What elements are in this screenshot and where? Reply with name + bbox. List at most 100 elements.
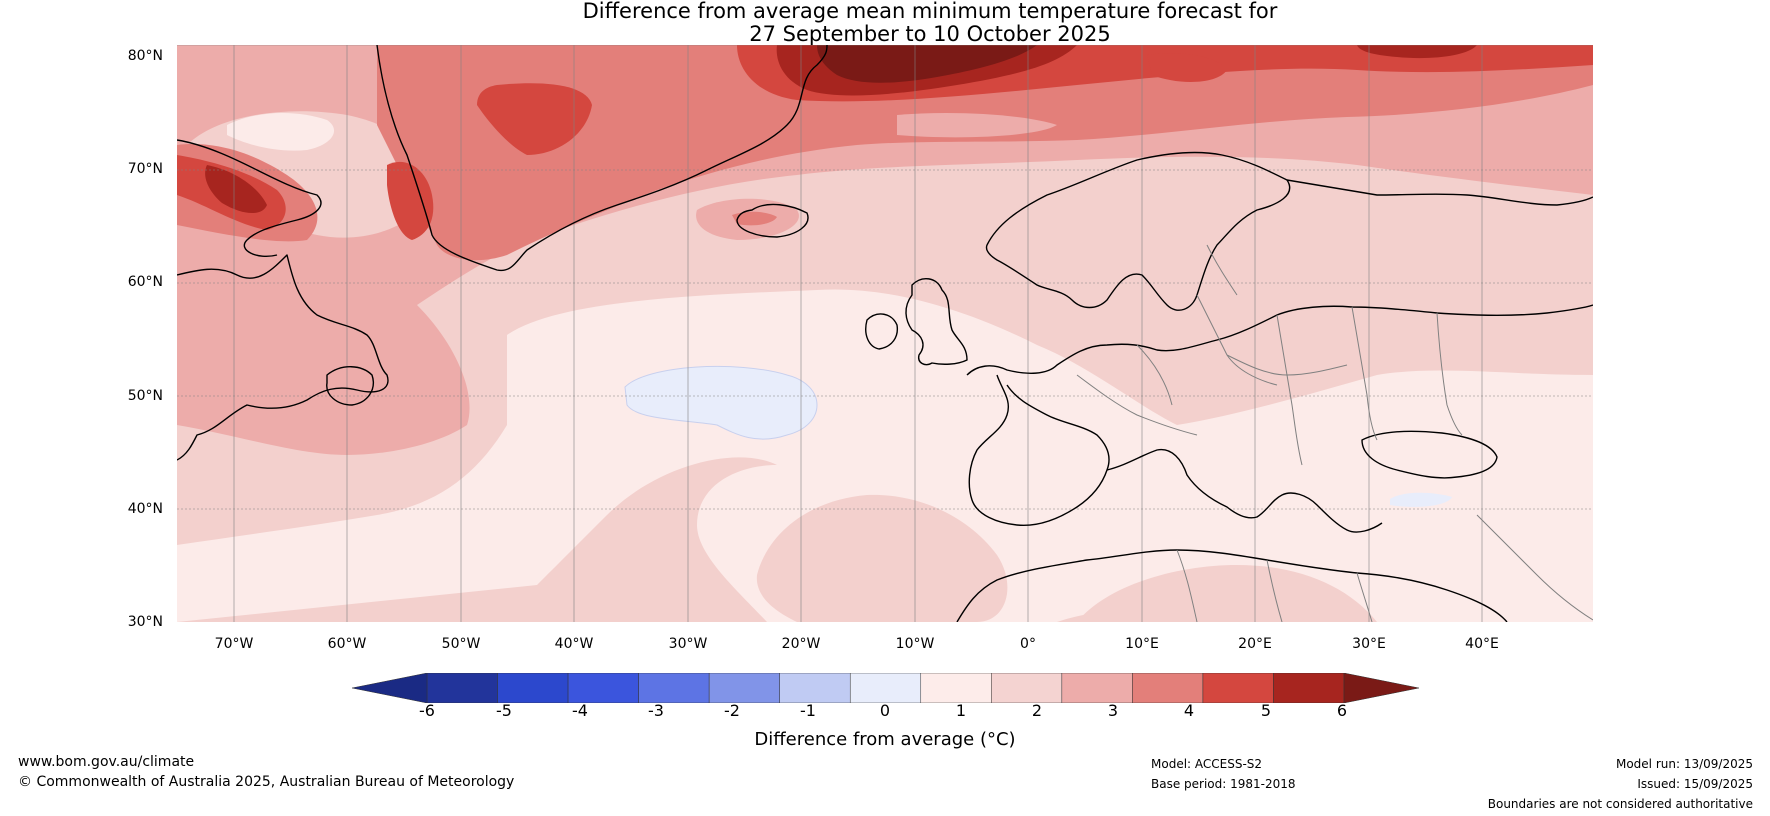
colorbar-segment	[920, 673, 992, 703]
coastline-labrador	[177, 254, 389, 461]
colorbar-tick-neg3: -3	[648, 701, 664, 720]
border-russia-ukraine	[1436, 312, 1463, 436]
footer-issued: Issued: 15/09/2025	[1637, 777, 1753, 791]
colorbar-tick-4: 4	[1183, 701, 1195, 720]
colorbar-tick-1: 1	[955, 701, 967, 720]
colorbar-segment	[1273, 673, 1345, 703]
border-poland	[1226, 354, 1348, 376]
coastline-black-sea	[1361, 430, 1498, 479]
map-title-line-2: 27 September to 10 October 2025	[749, 22, 1111, 46]
map-gridlines	[177, 45, 1593, 622]
coastline-scandinavia	[985, 151, 1291, 311]
colorbar-tick-3: 3	[1107, 701, 1119, 720]
colorbar-tick-0: 0	[879, 701, 891, 720]
colorbar-segment	[779, 673, 851, 703]
border-africa-2	[1266, 559, 1283, 622]
anomaly-zone-5-6-canada	[205, 165, 267, 214]
coastline-newfoundland	[326, 366, 374, 406]
colorbar-tick-5: 5	[1260, 701, 1272, 720]
lat-label-60n: 60°N	[127, 274, 163, 290]
anomaly-zone-3-4-iceland	[732, 211, 777, 226]
anomaly-zone-negative-caspian	[1390, 492, 1452, 507]
footer-model: Model: ACCESS-S2	[1151, 757, 1263, 771]
anomaly-zone-4-5-greenland-coast	[387, 161, 434, 240]
coastline-western-europe	[966, 304, 1593, 376]
colorbar-segment	[849, 673, 922, 703]
footer-disclaimer: Boundaries are not considered authoritat…	[1487, 797, 1753, 811]
colorbar-segments	[426, 673, 1345, 703]
colorbar-segment	[991, 673, 1063, 703]
coastline-british-isles	[905, 278, 968, 366]
lat-label-70n: 70°N	[127, 161, 163, 177]
colorbar-extend-high	[1343, 673, 1419, 703]
footer-copyright: © Commonwealth of Australia 2025, Austra…	[18, 774, 515, 790]
anomaly-map	[177, 45, 1593, 622]
anomaly-zone-above-6-arctic	[817, 45, 1037, 83]
lon-label-50w: 50°W	[441, 636, 481, 652]
colorbar-tick-neg2: -2	[724, 701, 740, 720]
border-middle-east	[1476, 514, 1593, 621]
coastline-ireland	[865, 313, 899, 350]
colorbar-tick-neg5: -5	[496, 701, 512, 720]
colorbar-segment	[708, 673, 780, 703]
lon-label-60w: 60°W	[327, 636, 367, 652]
lon-label-70w: 70°W	[214, 636, 254, 652]
colorbar-tick-6: 6	[1336, 701, 1348, 720]
colorbar-segment	[567, 673, 639, 703]
lat-label-80n: 80°N	[127, 48, 163, 64]
colorbar	[352, 673, 1419, 703]
lon-label-0: 0°	[1020, 636, 1036, 652]
colorbar-segment	[638, 673, 710, 703]
colorbar-label: Difference from average (°C)	[754, 729, 1016, 750]
lon-label-40e: 40°E	[1465, 636, 1499, 652]
coastlines	[177, 45, 1593, 622]
lon-label-30w: 30°W	[668, 636, 708, 652]
lat-label-30n: 30°N	[127, 614, 163, 630]
colorbar-tick-2: 2	[1031, 701, 1043, 720]
footer-base-period: Base period: 1981-2018	[1151, 777, 1296, 791]
country-borders	[1076, 244, 1593, 622]
border-eastern-europe-2	[1351, 306, 1378, 441]
lon-label-10w: 10°W	[895, 636, 935, 652]
coastline-arctic-coast	[1286, 179, 1593, 206]
anomaly-zone-1-2-iberia	[756, 494, 1008, 622]
anomaly-zone-5-6-arctic-east	[1357, 45, 1477, 59]
anomaly-map-canvas	[177, 45, 1593, 622]
lat-label-50n: 50°N	[127, 388, 163, 404]
colorbar-segment	[497, 673, 569, 703]
border-sweden-finland	[1206, 244, 1238, 296]
footer-website: www.bom.gov.au/climate	[18, 754, 195, 770]
border-central-europe-2	[1076, 374, 1198, 436]
coastline-north-africa	[956, 549, 1508, 622]
lon-label-20e: 20°E	[1238, 636, 1272, 652]
lon-label-40w: 40°W	[554, 636, 594, 652]
colorbar-tick-neg6: -6	[419, 701, 435, 720]
footer-model-run: Model run: 13/09/2025	[1615, 757, 1753, 771]
anomaly-zone-4-5-greenland-sea	[477, 83, 592, 155]
lat-label-40n: 40°N	[127, 501, 163, 517]
colorbar-segment	[1132, 673, 1204, 703]
coastline-iceland	[736, 203, 809, 238]
lon-label-20w: 20°W	[781, 636, 821, 652]
colorbar-tick-neg4: -4	[572, 701, 588, 720]
coastline-mediterranean-north	[1106, 448, 1383, 533]
map-title: Difference from average mean minimum tem…	[500, 0, 1360, 46]
colorbar-segment	[426, 673, 498, 703]
anomaly-zone-negative-atlantic	[624, 365, 818, 440]
coastline-greenland	[376, 45, 828, 272]
colorbar-extend-low	[352, 673, 428, 703]
border-africa-3	[1356, 572, 1373, 622]
colorbar-segment	[1202, 673, 1274, 703]
lon-label-30e: 30°E	[1352, 636, 1386, 652]
anomaly-zone-2-3-arctic-east	[897, 113, 1057, 138]
anomaly-zone-4-5-svalbard	[1147, 53, 1227, 82]
coastline-iberia	[968, 374, 1110, 527]
lon-label-10e: 10°E	[1125, 636, 1159, 652]
border-eastern-europe-1	[1276, 314, 1303, 466]
map-title-line-1: Difference from average mean minimum tem…	[582, 0, 1278, 23]
border-france-germany	[1136, 344, 1173, 406]
border-africa-1	[1176, 549, 1198, 622]
anomaly-zone-0-1-atlantic	[177, 289, 1593, 622]
coastline-canada-baffin	[177, 139, 322, 257]
anomaly-zone-3-4-greenland	[377, 45, 1593, 261]
